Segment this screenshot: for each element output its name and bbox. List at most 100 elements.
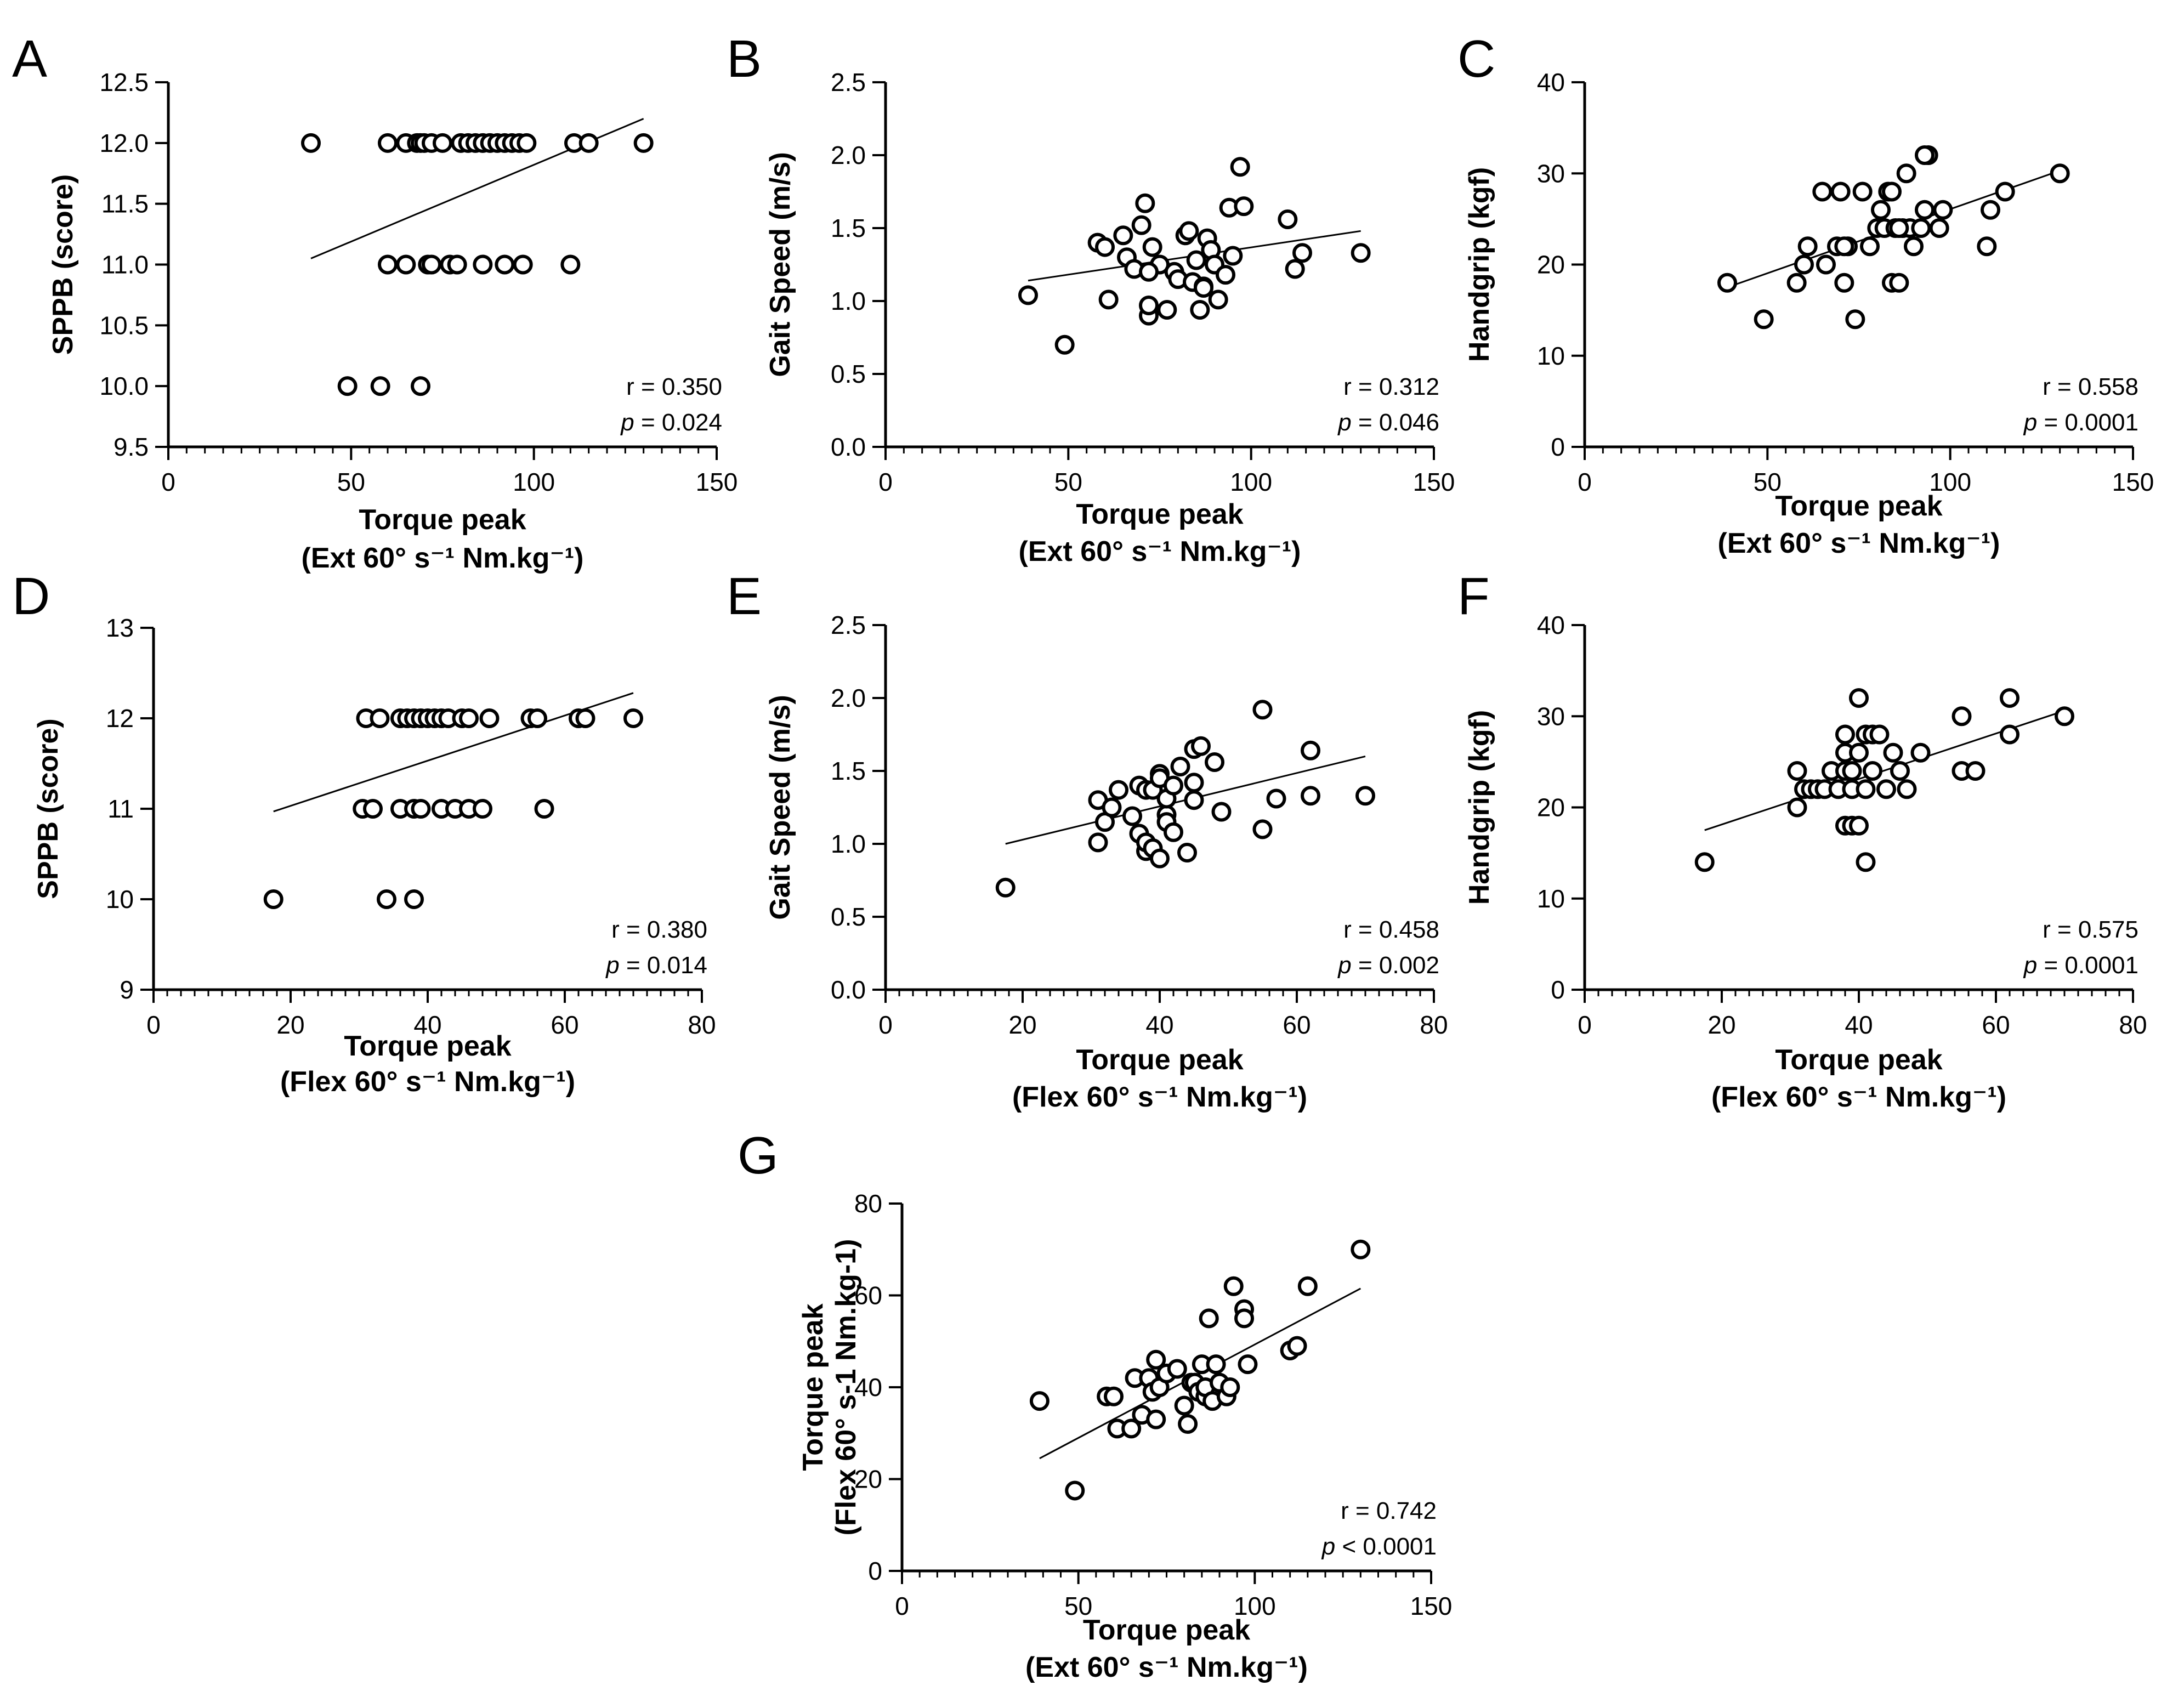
panel-b: B 0 50 100 150 0.0 0.5 1.0 1.5 2.0 2.5 Torque peak (… xyxy=(727,30,1455,568)
y-tick-label: 13 xyxy=(106,614,134,642)
data-point xyxy=(1860,236,1880,257)
x-tick-label: 40 xyxy=(413,1011,441,1039)
data-point xyxy=(1910,742,1931,763)
data-point xyxy=(411,799,431,819)
panel-letter: A xyxy=(12,30,47,88)
panel-letter: C xyxy=(1457,30,1495,88)
x-axis-subtitle: (Flex 60° s⁻¹ Nm.kg⁻¹) xyxy=(1012,1081,1307,1113)
data-point xyxy=(1186,250,1206,270)
y-tick-label: 9 xyxy=(120,975,134,1004)
x-tick-label: 0 xyxy=(878,468,893,496)
x-tick-label: 150 xyxy=(1410,1592,1453,1620)
data-point xyxy=(1121,1418,1142,1439)
y-tick-label: 10.0 xyxy=(99,372,149,400)
data-point xyxy=(396,254,416,275)
x-axis-title: Torque peak xyxy=(1775,490,1942,522)
x-tick-label: 80 xyxy=(1420,1011,1448,1039)
data-point xyxy=(1211,802,1232,822)
data-point xyxy=(1266,788,1286,809)
data-point xyxy=(633,133,654,153)
x-axis-subtitle: (Ext 60° s⁻¹ Nm.kg⁻¹) xyxy=(1019,536,1301,568)
p-value-symbol: p xyxy=(1337,952,1351,979)
p-value: p = 0.046 xyxy=(1337,409,1439,436)
y-tick-label: 40 xyxy=(1537,611,1565,639)
data-point xyxy=(1095,237,1115,257)
y-tick-label: 40 xyxy=(854,1373,882,1401)
data-point xyxy=(1965,761,1986,781)
data-point xyxy=(1230,157,1250,177)
p-value-number: = 0.002 xyxy=(1352,952,1439,979)
p-value-number: = 0.0001 xyxy=(2037,952,2138,979)
x-tick-label: 150 xyxy=(2112,468,2154,496)
data-point xyxy=(1897,779,1917,799)
y-tick-label: 0 xyxy=(1551,433,1565,461)
data-point xyxy=(1786,273,1807,293)
panel-letter: G xyxy=(738,1126,779,1185)
data-point xyxy=(560,254,581,275)
data-point xyxy=(1849,742,1869,763)
data-point xyxy=(517,133,537,153)
x-tick-label: 0 xyxy=(1578,1011,1592,1039)
y-tick-label: 12.0 xyxy=(99,129,149,157)
x-tick-label: 40 xyxy=(1845,1011,1873,1039)
data-point xyxy=(1157,299,1177,320)
x-tick-label: 60 xyxy=(1982,1011,2010,1039)
data-point xyxy=(1787,761,1807,781)
x-tick-label: 100 xyxy=(1230,468,1272,496)
data-point xyxy=(1164,822,1183,842)
data-point xyxy=(1178,1414,1198,1434)
data-point xyxy=(377,889,396,909)
panel-g: G 0 50 100 150 0 20 40 60 80 Torque peak (Ext 60° s… xyxy=(738,1126,1452,1683)
data-point xyxy=(1184,790,1204,810)
data-point xyxy=(1088,832,1108,853)
x-tick-label: 50 xyxy=(337,468,365,496)
data-point xyxy=(1911,218,1931,238)
y-tick-label: 80 xyxy=(854,1189,882,1218)
data-point xyxy=(1835,724,1855,745)
data-point xyxy=(1122,806,1142,826)
panel-letter: E xyxy=(727,567,762,626)
data-point xyxy=(1278,209,1298,230)
data-point xyxy=(1889,218,1909,238)
data-point xyxy=(527,708,547,728)
p-value-symbol: p xyxy=(2023,409,2037,436)
data-point xyxy=(1150,848,1170,869)
panel-f: F 0 20 40 60 80 0 10 20 30 40 Torque peak (Flex 60° … xyxy=(1457,567,2147,1113)
data-point xyxy=(370,376,390,396)
data-point xyxy=(2000,688,2020,708)
data-point xyxy=(1754,309,1774,330)
data-point xyxy=(1146,1349,1166,1370)
x-tick-label: 0 xyxy=(161,468,175,496)
y-axis-title: Gait Speed (m/s) xyxy=(764,695,796,920)
data-point xyxy=(479,708,500,728)
data-point xyxy=(1194,278,1213,298)
data-point xyxy=(1977,236,1997,257)
x-tick-label: 40 xyxy=(1145,1011,1173,1039)
data-point xyxy=(1915,200,1935,220)
data-point xyxy=(1164,775,1183,796)
x-axis-title: Torque peak xyxy=(1076,1044,1243,1076)
x-tick-label: 60 xyxy=(551,1011,578,1039)
data-point xyxy=(1238,1354,1258,1375)
data-point xyxy=(1065,1480,1085,1501)
y-tick-label: 20 xyxy=(854,1465,882,1494)
data-point xyxy=(370,708,390,728)
y-tick-label: 0.0 xyxy=(831,975,866,1004)
x-tick-label: 100 xyxy=(513,468,555,496)
x-tick-label: 60 xyxy=(1283,1011,1311,1039)
x-axis-title: Torque peak xyxy=(359,504,526,536)
y-tick-label: 60 xyxy=(854,1281,882,1310)
data-point xyxy=(473,254,493,275)
data-point xyxy=(1351,243,1371,263)
data-point xyxy=(534,799,554,819)
data-point xyxy=(1170,757,1190,777)
data-point xyxy=(1863,761,1882,781)
data-point xyxy=(1787,797,1807,818)
data-point xyxy=(1842,761,1862,781)
correlation-r: r = 0.458 xyxy=(1343,916,1439,943)
x-axis-subtitle: (Flex 60° s⁻¹ Nm.kg⁻¹) xyxy=(280,1066,575,1098)
data-point xyxy=(1882,181,1902,202)
y-axis-title: Handgrip (kgf) xyxy=(1463,710,1495,905)
y-axis-title: Handgrip (kgf) xyxy=(1463,167,1495,362)
p-value-symbol: p xyxy=(620,409,634,436)
